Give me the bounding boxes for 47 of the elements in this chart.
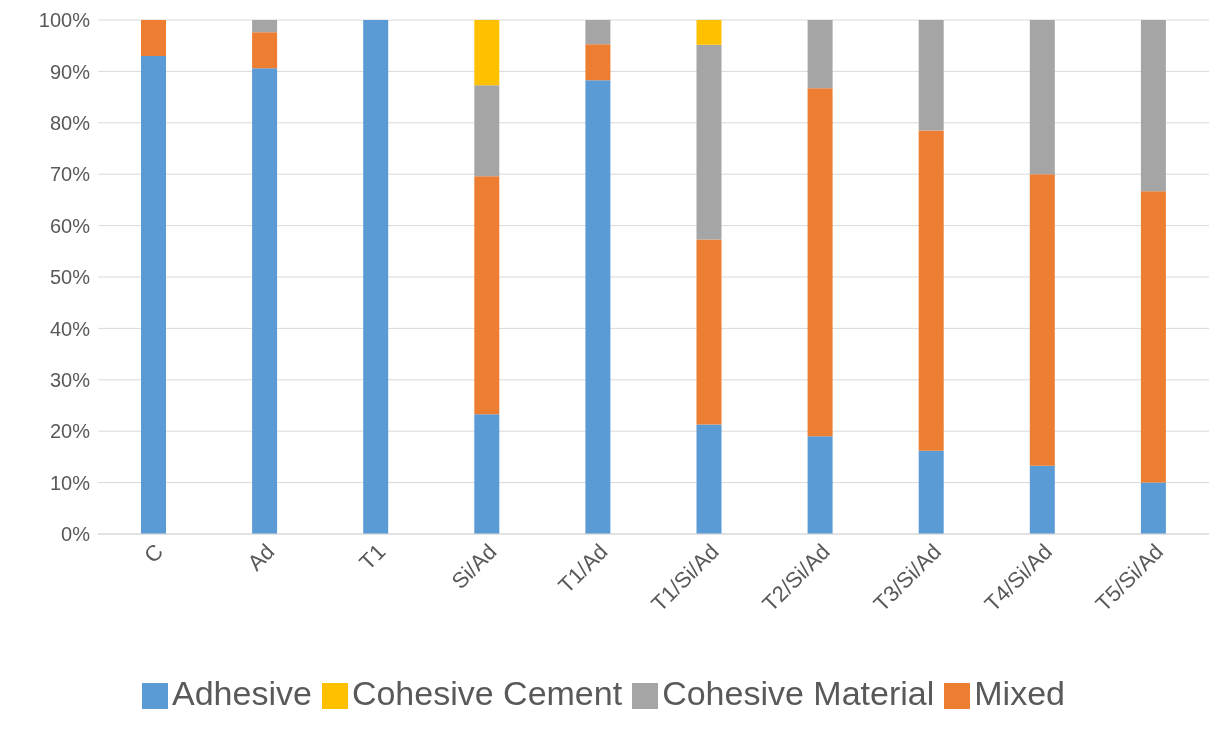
bar [474, 414, 500, 534]
legend-label: Adhesive [172, 674, 312, 712]
bar [474, 20, 500, 86]
y-tick-label: 50% [49, 266, 91, 289]
bar [141, 20, 166, 56]
bar [696, 44, 722, 240]
bar [807, 436, 833, 534]
bar [696, 20, 722, 45]
bar [1140, 20, 1166, 192]
bar [585, 44, 611, 81]
y-tick-label: 10% [49, 471, 91, 494]
bar [585, 80, 611, 534]
legend-label: Mixed [974, 674, 1065, 712]
y-tick-label: 40% [49, 317, 91, 340]
y-tick-label: 70% [49, 163, 91, 186]
y-tick-label: 80% [49, 111, 91, 134]
bar [1029, 20, 1055, 175]
bar [1029, 174, 1055, 466]
y-tick-label: 60% [49, 214, 91, 237]
bar [141, 55, 166, 534]
bar [918, 450, 944, 534]
y-tick-label: 90% [49, 60, 91, 83]
legend-label: Cohesive Cement [351, 674, 623, 712]
bar [1140, 191, 1166, 483]
x-tick-label: Ad [242, 538, 280, 576]
bar [363, 20, 389, 534]
bar [474, 85, 500, 177]
y-tick-label: 30% [49, 368, 91, 391]
bar [696, 239, 722, 425]
bar [918, 130, 944, 451]
bar [252, 68, 278, 534]
y-tick-label: 20% [49, 420, 91, 443]
y-tick-label: 0% [61, 523, 91, 546]
bar [474, 176, 500, 415]
y-tick-label: 100% [38, 9, 91, 32]
legend-label: Cohesive Material [662, 674, 935, 712]
x-tick-label: C [139, 538, 169, 568]
bar [807, 20, 833, 89]
bar [918, 20, 944, 131]
bar [1140, 482, 1166, 534]
bar [252, 32, 278, 69]
bar [807, 88, 833, 437]
x-tick-label: T1 [354, 538, 391, 575]
bar [1029, 465, 1055, 534]
bar [696, 424, 722, 534]
bar [252, 20, 278, 33]
bar [585, 20, 611, 45]
